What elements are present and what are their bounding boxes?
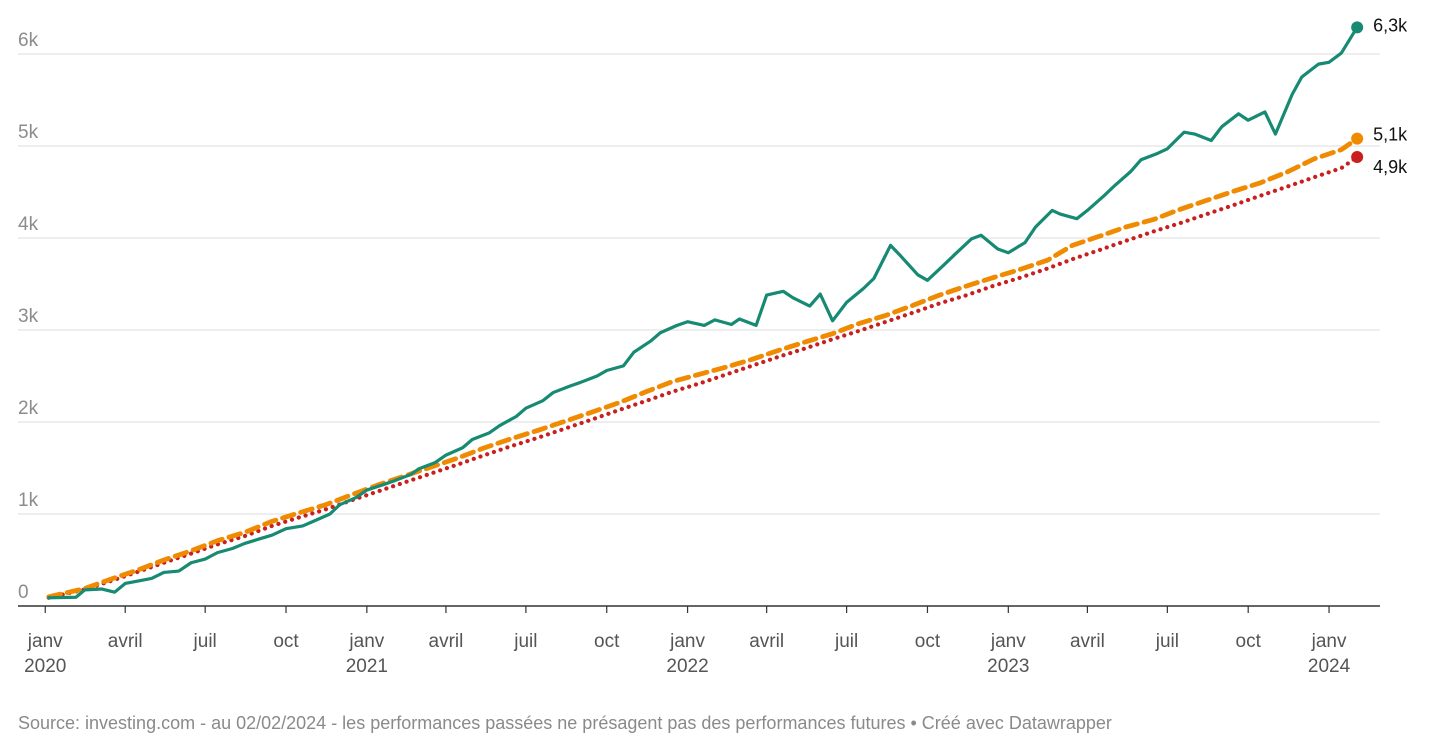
y-tick-label: 1k [18, 490, 39, 511]
x-tick-year-label: 2021 [346, 656, 388, 677]
series-end-label-orange: 5,1k [1373, 125, 1408, 145]
y-tick-label: 3k [18, 306, 39, 327]
y-tick-label: 5k [18, 122, 39, 143]
x-tick-label: janv [348, 631, 384, 652]
series-end-label-red: 4,9k [1373, 157, 1408, 177]
x-tick-label: avril [749, 631, 784, 652]
x-tick-label: juil [1155, 631, 1179, 652]
x-tick-label: janv [1311, 631, 1347, 652]
line-chart: 0 1k 2k 3k 4k 5k 6k janv 2020 avril juil oct janv 202… [18, 15, 1408, 677]
series-end-marker-red [1351, 151, 1364, 164]
x-tick-label: avril [108, 631, 143, 652]
x-tick-label: oct [1236, 631, 1262, 652]
x-tick-year-label: 2023 [987, 656, 1029, 677]
x-tick-label: juil [193, 631, 217, 652]
series-line-red [46, 154, 1360, 600]
x-tick-label: oct [915, 631, 941, 652]
x-tick-label: janv [669, 631, 705, 652]
x-tick-label: avril [1070, 631, 1105, 652]
x-tick-label: juil [834, 631, 858, 652]
x-tick-label: janv [27, 631, 63, 652]
y-tick-label: 4k [18, 214, 39, 235]
x-tick-label: juil [513, 631, 537, 652]
source-note: Source: investing.com - au 02/02/2024 - … [18, 713, 1112, 733]
x-tick-label: oct [594, 631, 620, 652]
series-line-orange [46, 136, 1360, 600]
y-tick-label: 2k [18, 398, 39, 419]
x-tick-label: janv [990, 631, 1026, 652]
series-end-marker-green [1351, 21, 1364, 34]
y-tick-label: 6k [18, 30, 39, 51]
x-tick-year-label: 2024 [1308, 656, 1351, 677]
series-end-label-green: 6,3k [1373, 15, 1408, 35]
series-end-marker-orange [1351, 132, 1364, 145]
x-tick-label: oct [273, 631, 299, 652]
x-tick-label: avril [429, 631, 464, 652]
x-tick-year-label: 2022 [666, 656, 708, 677]
x-axis-ticks: janv 2020 avril juil oct janv 2021 avril juil oct… [24, 606, 1351, 677]
grid-lines: 0 1k 2k 3k 4k 5k 6k [18, 30, 1380, 603]
series-line-green [47, 25, 1359, 600]
x-tick-year-label: 2020 [24, 656, 66, 677]
y-tick-label: 0 [18, 582, 29, 603]
